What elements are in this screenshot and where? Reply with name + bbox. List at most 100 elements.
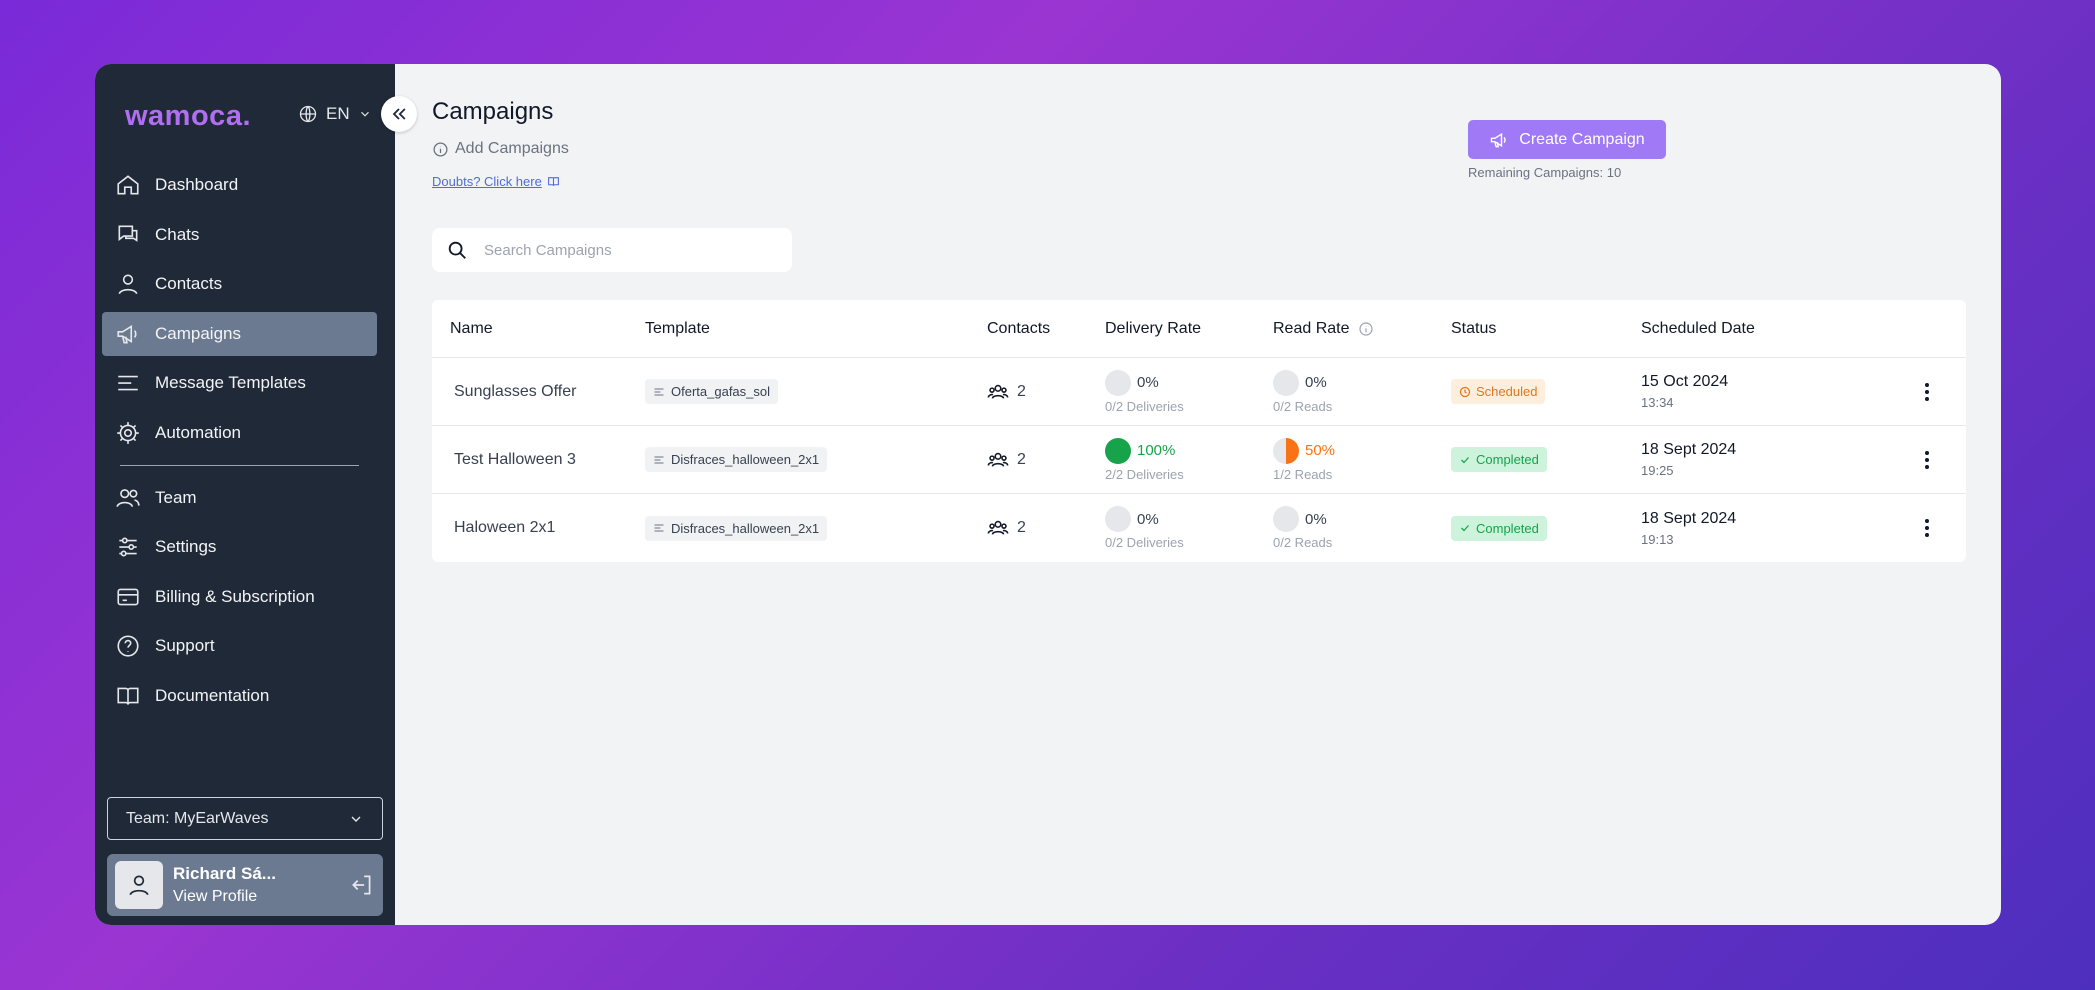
sidebar-item-label: Chats	[155, 224, 200, 244]
template-icon	[654, 387, 664, 396]
delivery-rate-pie	[1105, 369, 1131, 396]
delivery-rate-value: 0%	[1137, 510, 1159, 528]
status-badge: Completed	[1451, 447, 1547, 472]
template-icon	[654, 524, 664, 532]
read-rate-pie	[1273, 369, 1299, 396]
campaign-name: Sunglasses Offer	[454, 382, 577, 400]
scheduled-date: 15 Oct 2024	[1641, 373, 1729, 390]
row-menu-button[interactable]	[1915, 513, 1939, 543]
globe-icon	[299, 105, 317, 123]
contacts-count: 2	[987, 449, 1105, 471]
collapse-sidebar-button[interactable]	[381, 96, 417, 132]
main-content: Campaigns Add Campaigns Doubts? Click he…	[395, 64, 2001, 925]
read-count: 0/2 Reads	[1273, 535, 1333, 550]
delivery-count: 0/2 Deliveries	[1105, 535, 1184, 550]
sidebar-item-contacts[interactable]: Contacts	[102, 262, 377, 306]
scheduled-time: 19:13	[1641, 531, 1674, 547]
doubts-link-text: Doubts? Click here	[432, 174, 542, 189]
logo: wamoca.	[125, 100, 251, 132]
sidebar-item-label: Contacts	[155, 274, 223, 293]
language-label: EN	[326, 104, 350, 123]
read-rate-value: 0%	[1305, 374, 1327, 391]
sidebar-item-label: Documentation	[155, 685, 270, 705]
sidebar-item-automation[interactable]: Automation	[102, 411, 377, 455]
clock-icon	[1459, 386, 1471, 397]
check-icon	[1461, 456, 1469, 463]
delivery-rate-value: 100%	[1137, 442, 1176, 459]
delivery-rate-pie	[1105, 506, 1131, 532]
status-label: Scheduled	[1476, 384, 1538, 399]
sidebar-nav: Dashboard Chats Contacts Campaigns Message T…	[102, 163, 377, 723]
sidebar-item-billing-subscription[interactable]: Billing & Subscription	[102, 575, 377, 619]
search-input[interactable]	[484, 241, 774, 259]
contacts-value: 2	[1017, 519, 1026, 536]
contacts-count: 2	[987, 517, 1105, 539]
megaphone-icon	[117, 324, 137, 343]
column-read-rate-label: Read Rate	[1273, 319, 1350, 337]
sidebar-item-team[interactable]: Team	[102, 476, 377, 520]
read-rate-pie	[1273, 437, 1299, 464]
status-badge: Scheduled	[1451, 379, 1546, 404]
sidebar-item-label: Support	[155, 636, 215, 655]
table-header: Name Template Contacts Delivery Rate Rea…	[432, 300, 1966, 358]
delivery-rate-pie	[1105, 437, 1131, 464]
profile-card[interactable]: Richard Sá... View Profile	[107, 854, 383, 916]
language-selector[interactable]: EN	[298, 104, 372, 124]
search-box	[432, 228, 792, 272]
view-profile-link[interactable]: View Profile	[173, 888, 258, 905]
users-icon	[987, 452, 1009, 467]
remaining-campaigns: Remaining Campaigns: 10	[1468, 165, 1622, 180]
sidebar-item-dashboard[interactable]: Dashboard	[102, 163, 377, 207]
info-icon[interactable]	[1358, 321, 1374, 337]
column-delivery-rate[interactable]: Delivery Rate	[1105, 319, 1202, 337]
user-icon	[129, 875, 149, 896]
page-title: Campaigns	[432, 98, 554, 125]
row-menu-button[interactable]	[1915, 445, 1939, 475]
check-icon	[1461, 525, 1469, 532]
sidebar-item-support[interactable]: Support	[102, 624, 377, 668]
user-icon	[118, 274, 138, 295]
column-template[interactable]: Template	[645, 319, 710, 337]
scheduled-time: 19:25	[1641, 463, 1674, 478]
template-badge: Oferta_gafas_sol	[645, 379, 779, 404]
sidebar-item-message-templates[interactable]: Message Templates	[102, 361, 377, 405]
chevron-down-icon	[351, 816, 361, 822]
team-select-label: Team: MyEarWaves	[126, 809, 269, 827]
template-name: Disfraces_halloween_2x1	[671, 452, 820, 467]
table-row[interactable]: Test Halloween 3 Disfraces_halloween_2x1 2…	[432, 426, 1966, 494]
create-campaign-button[interactable]: Create Campaign	[1468, 120, 1666, 159]
column-contacts[interactable]: Contacts	[987, 319, 1051, 337]
scheduled-date: 18 Sept 2024	[1641, 509, 1737, 527]
table-row[interactable]: Sunglasses Offer Oferta_gafas_sol 2 0% 0/2 D…	[432, 358, 1966, 426]
campaigns-table: Name Template Contacts Delivery Rate Rea…	[432, 300, 1966, 562]
sidebar-item-label: Settings	[155, 537, 217, 556]
book-icon	[547, 177, 559, 186]
read-rate-pie	[1273, 506, 1299, 532]
template-badge: Disfraces_halloween_2x1	[645, 515, 828, 541]
logout-icon[interactable]	[349, 872, 375, 898]
column-status[interactable]: Status	[1451, 319, 1497, 337]
status-label: Completed	[1476, 520, 1539, 536]
column-read-rate[interactable]: Read Rate	[1273, 320, 1451, 338]
column-name[interactable]: Name	[450, 319, 493, 337]
team-icon	[116, 488, 140, 507]
sidebar-item-campaigns[interactable]: Campaigns	[102, 311, 377, 356]
sidebar-item-settings[interactable]: Settings	[102, 525, 377, 569]
sidebar-item-documentation[interactable]: Documentation	[102, 674, 377, 718]
status-badge: Completed	[1451, 515, 1547, 541]
row-menu-button[interactable]	[1915, 377, 1939, 407]
sidebar-item-label: Team	[155, 487, 197, 507]
users-icon	[987, 384, 1009, 399]
team-select[interactable]: Team: MyEarWaves	[107, 797, 383, 840]
sidebar-item-chats[interactable]: Chats	[102, 213, 377, 257]
home-icon	[117, 175, 139, 195]
doubts-link[interactable]: Doubts? Click here	[432, 174, 560, 189]
delivery-rate-value: 0%	[1137, 374, 1159, 391]
subtitle-text: Add Campaigns	[455, 140, 569, 157]
table-row[interactable]: Haloween 2x1 Disfraces_halloween_2x1 2 0% 0/…	[432, 494, 1966, 562]
template-badge: Disfraces_halloween_2x1	[645, 447, 828, 472]
column-scheduled-date[interactable]: Scheduled Date	[1641, 319, 1755, 337]
sidebar-divider	[120, 464, 359, 466]
info-icon	[433, 141, 448, 157]
book-icon	[117, 687, 139, 705]
